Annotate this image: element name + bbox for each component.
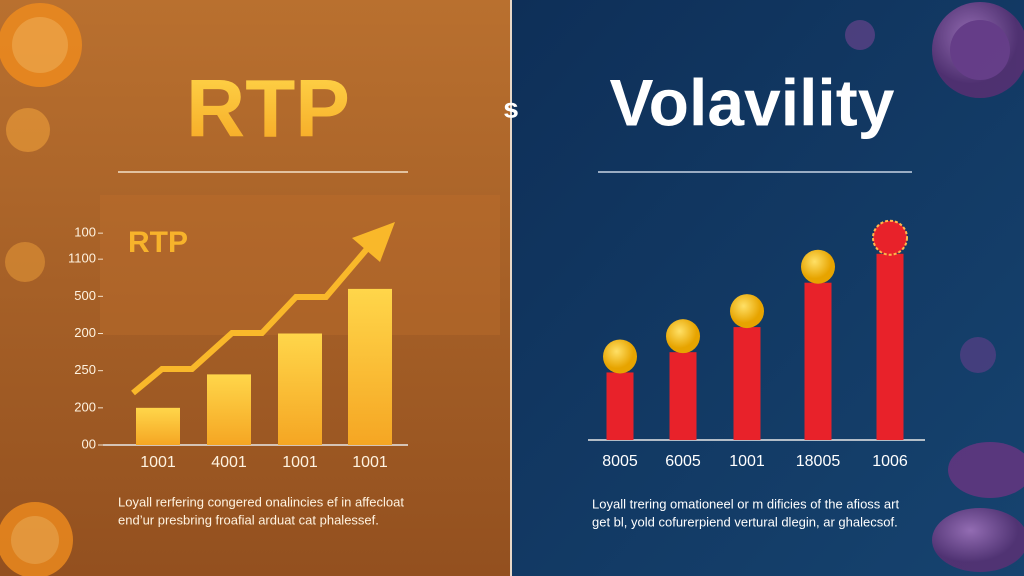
left-panel (0, 0, 512, 576)
arrow-head (352, 222, 395, 262)
caption: end’ur presbring froafial arduat cat pha… (118, 512, 379, 527)
y-tick-label: 250 (74, 362, 96, 377)
right-title: Volavility (610, 65, 895, 139)
x-tick-label: 4001 (211, 454, 247, 471)
coin (730, 294, 764, 329)
x-tick-label: 1001 (282, 454, 318, 471)
slot-backdrop (100, 195, 500, 335)
coin (666, 319, 700, 354)
y-tick-label: 00 (82, 436, 96, 451)
bar (348, 288, 392, 445)
caption: Loyall trering omationeel or m dificies … (592, 496, 899, 511)
y-tick-label: 1100 (68, 251, 96, 266)
bar (876, 253, 904, 440)
x-tick-label: 8005 (602, 453, 638, 470)
bar (733, 327, 761, 440)
y-tick-label: 200 (74, 325, 96, 340)
x-tick-label: 18005 (796, 453, 841, 470)
right-panel (512, 0, 1024, 576)
separator: s (503, 92, 519, 123)
coin (872, 219, 908, 256)
bar (207, 374, 251, 445)
caption: Loyall rerfering congered onalincies ef … (118, 494, 404, 509)
left-title: RTP (186, 64, 350, 155)
x-tick-label: 1001 (352, 454, 388, 471)
x-tick-label: 1001 (140, 454, 176, 471)
bar (606, 372, 634, 440)
x-tick-label: 1006 (872, 453, 908, 470)
x-tick-label: 6005 (665, 453, 701, 470)
caption: get bl, yold cofurerpiend vertural dlegi… (592, 514, 898, 529)
y-tick-label: 500 (74, 288, 96, 303)
coin (801, 249, 835, 284)
x-tick-label: 1001 (729, 453, 765, 470)
bar (669, 352, 697, 440)
bar (278, 333, 322, 445)
chart-label: RTP (128, 226, 188, 259)
y-tick-label: 100 (74, 225, 96, 240)
trend-arrow (131, 234, 381, 396)
coin (603, 339, 637, 374)
y-tick-label: 200 (74, 399, 96, 414)
bar (804, 282, 832, 440)
bar (136, 407, 180, 445)
